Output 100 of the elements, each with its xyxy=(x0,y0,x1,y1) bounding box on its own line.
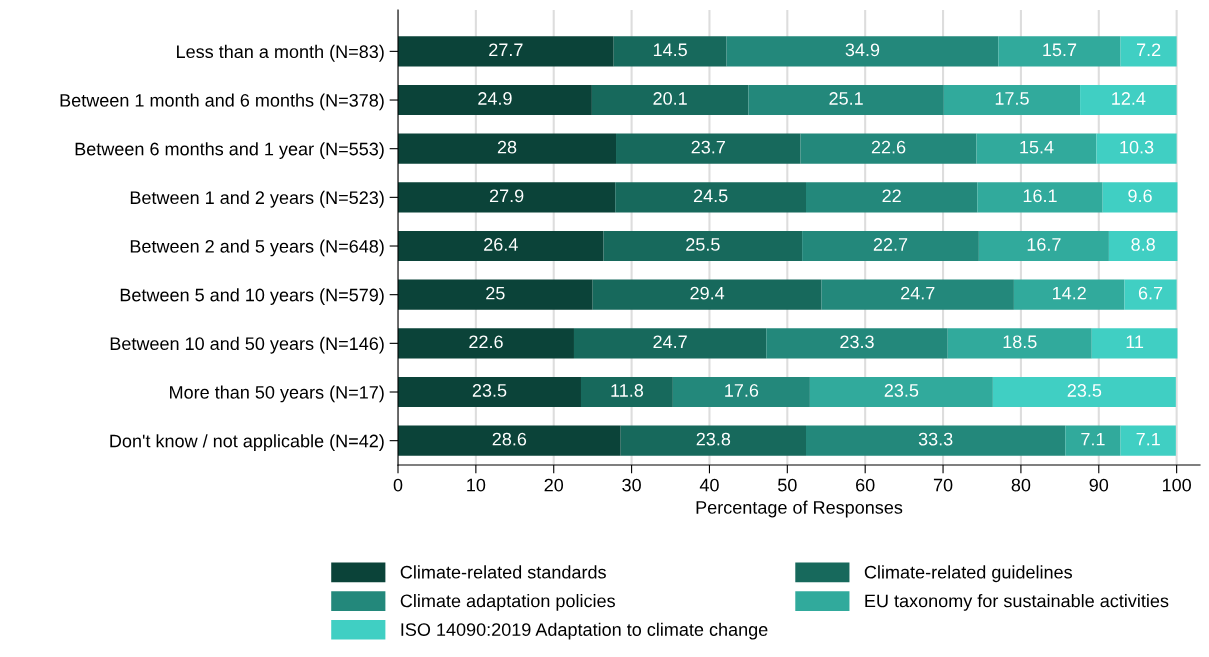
data-label: 20.1 xyxy=(653,92,687,105)
bar xyxy=(573,328,767,359)
bar xyxy=(976,133,1097,164)
bar xyxy=(802,230,979,262)
data-label: 7.2 xyxy=(1136,43,1161,57)
data-label: 7.1 xyxy=(1081,432,1105,446)
x-tick-label: 60 xyxy=(856,478,875,492)
data-label: 15.7 xyxy=(1043,43,1077,57)
y-tick-label: Between 6 months and 1 year (N=553) xyxy=(75,142,384,159)
y-tick-label: Between 1 month and 6 months (N=378) xyxy=(60,93,384,111)
legend-label: Climate adaptation policies xyxy=(400,594,615,611)
x-tick-label: 50 xyxy=(778,478,797,492)
data-label: 24.5 xyxy=(693,189,728,203)
data-label: 17.5 xyxy=(995,92,1029,105)
data-label: 23.5 xyxy=(472,384,507,397)
data-label: 27.7 xyxy=(489,43,523,57)
bar xyxy=(398,182,616,213)
data-label: 22 xyxy=(882,189,901,203)
x-tick-label: 10 xyxy=(467,478,486,492)
bar xyxy=(616,133,801,164)
data-label: 18.5 xyxy=(1003,335,1037,349)
data-label: 23.3 xyxy=(840,335,874,349)
data-label: 14.5 xyxy=(653,43,687,57)
data-label: 27.9 xyxy=(489,189,524,203)
y-tick-label: Less than a month (N=83) xyxy=(177,44,384,62)
data-label: 9.6 xyxy=(1128,189,1152,203)
bar xyxy=(766,328,948,359)
data-label: 17.6 xyxy=(725,384,759,397)
bar xyxy=(398,376,581,408)
y-tick-label: Between 1 and 2 years (N=523) xyxy=(130,190,384,208)
legend-label: EU taxonomy for sustainable activities xyxy=(865,594,1169,611)
data-label: 16.7 xyxy=(1027,238,1061,251)
data-label: 24.7 xyxy=(653,335,687,349)
data-label: 14.2 xyxy=(1053,286,1086,300)
data-label: 8.8 xyxy=(1131,238,1155,251)
data-label: 16.1 xyxy=(1023,189,1057,203)
bar xyxy=(1096,133,1177,164)
bar xyxy=(1124,279,1177,310)
bar xyxy=(603,230,803,262)
data-label: 33.3 xyxy=(918,432,953,446)
bar xyxy=(592,279,822,310)
data-label: 28 xyxy=(497,140,517,154)
bar xyxy=(978,230,1109,262)
bar xyxy=(398,425,621,456)
data-label: 23.8 xyxy=(696,432,731,446)
bar xyxy=(398,230,604,262)
bar xyxy=(1108,230,1178,262)
bar xyxy=(580,376,673,408)
bar xyxy=(800,133,977,164)
x-tick-label: 100 xyxy=(1162,478,1191,492)
data-label: 23.5 xyxy=(1067,384,1102,397)
bar xyxy=(398,133,617,164)
x-tick-label: 20 xyxy=(544,478,564,492)
bar xyxy=(591,84,749,116)
y-tick-label: More than 50 years (N=17) xyxy=(170,385,384,403)
data-label: 6.7 xyxy=(1138,286,1163,300)
data-label: 7.1 xyxy=(1136,432,1160,446)
data-label: 29.4 xyxy=(690,286,725,300)
y-tick-label: Between 5 and 10 years (N=579) xyxy=(120,288,384,305)
y-tick-label: Between 10 and 50 years (N=146) xyxy=(110,336,384,354)
x-tick-label: 90 xyxy=(1089,478,1109,492)
legend-label: Climate-related guidelines xyxy=(864,565,1072,583)
bar xyxy=(806,425,1066,456)
bar xyxy=(398,279,593,310)
bar xyxy=(398,328,574,359)
bar xyxy=(1102,182,1178,213)
data-label: 28.6 xyxy=(492,432,527,446)
bar xyxy=(1080,84,1177,116)
x-tick-label: 40 xyxy=(699,478,719,492)
bar xyxy=(1120,425,1176,456)
x-tick-label: 80 xyxy=(1011,478,1031,492)
bar xyxy=(806,182,978,213)
data-label: 25.5 xyxy=(686,238,720,251)
data-label: 22.7 xyxy=(873,238,908,251)
data-label: 12.4 xyxy=(1112,92,1146,105)
bar xyxy=(748,84,944,116)
y-tick-label: Don't know / not applicable (N=42) xyxy=(110,434,384,451)
bar xyxy=(977,182,1103,213)
bar xyxy=(672,376,810,408)
data-label: 25 xyxy=(486,286,505,300)
bar xyxy=(1013,279,1125,310)
data-label: 22.6 xyxy=(469,335,503,349)
legend-label: ISO 14090:2019 Adaptation to climate change xyxy=(401,622,768,640)
bar xyxy=(992,376,1176,408)
data-label: 11 xyxy=(1126,335,1144,349)
data-label: 15.4 xyxy=(1020,140,1054,154)
data-label: 24.7 xyxy=(901,286,935,300)
bar xyxy=(821,279,1014,310)
bar xyxy=(726,36,999,67)
data-label: 34.9 xyxy=(845,43,880,57)
data-label: 22.6 xyxy=(871,140,906,154)
bar xyxy=(398,36,614,67)
x-tick-label: 70 xyxy=(933,478,953,492)
legend-label: Climate-related standards xyxy=(400,565,606,579)
data-label: 23.7 xyxy=(691,140,725,154)
bar xyxy=(1120,36,1177,67)
bar xyxy=(613,36,727,67)
data-label: 26.4 xyxy=(484,238,518,251)
bar xyxy=(620,425,807,456)
x-tick-label: 0 xyxy=(393,478,403,492)
